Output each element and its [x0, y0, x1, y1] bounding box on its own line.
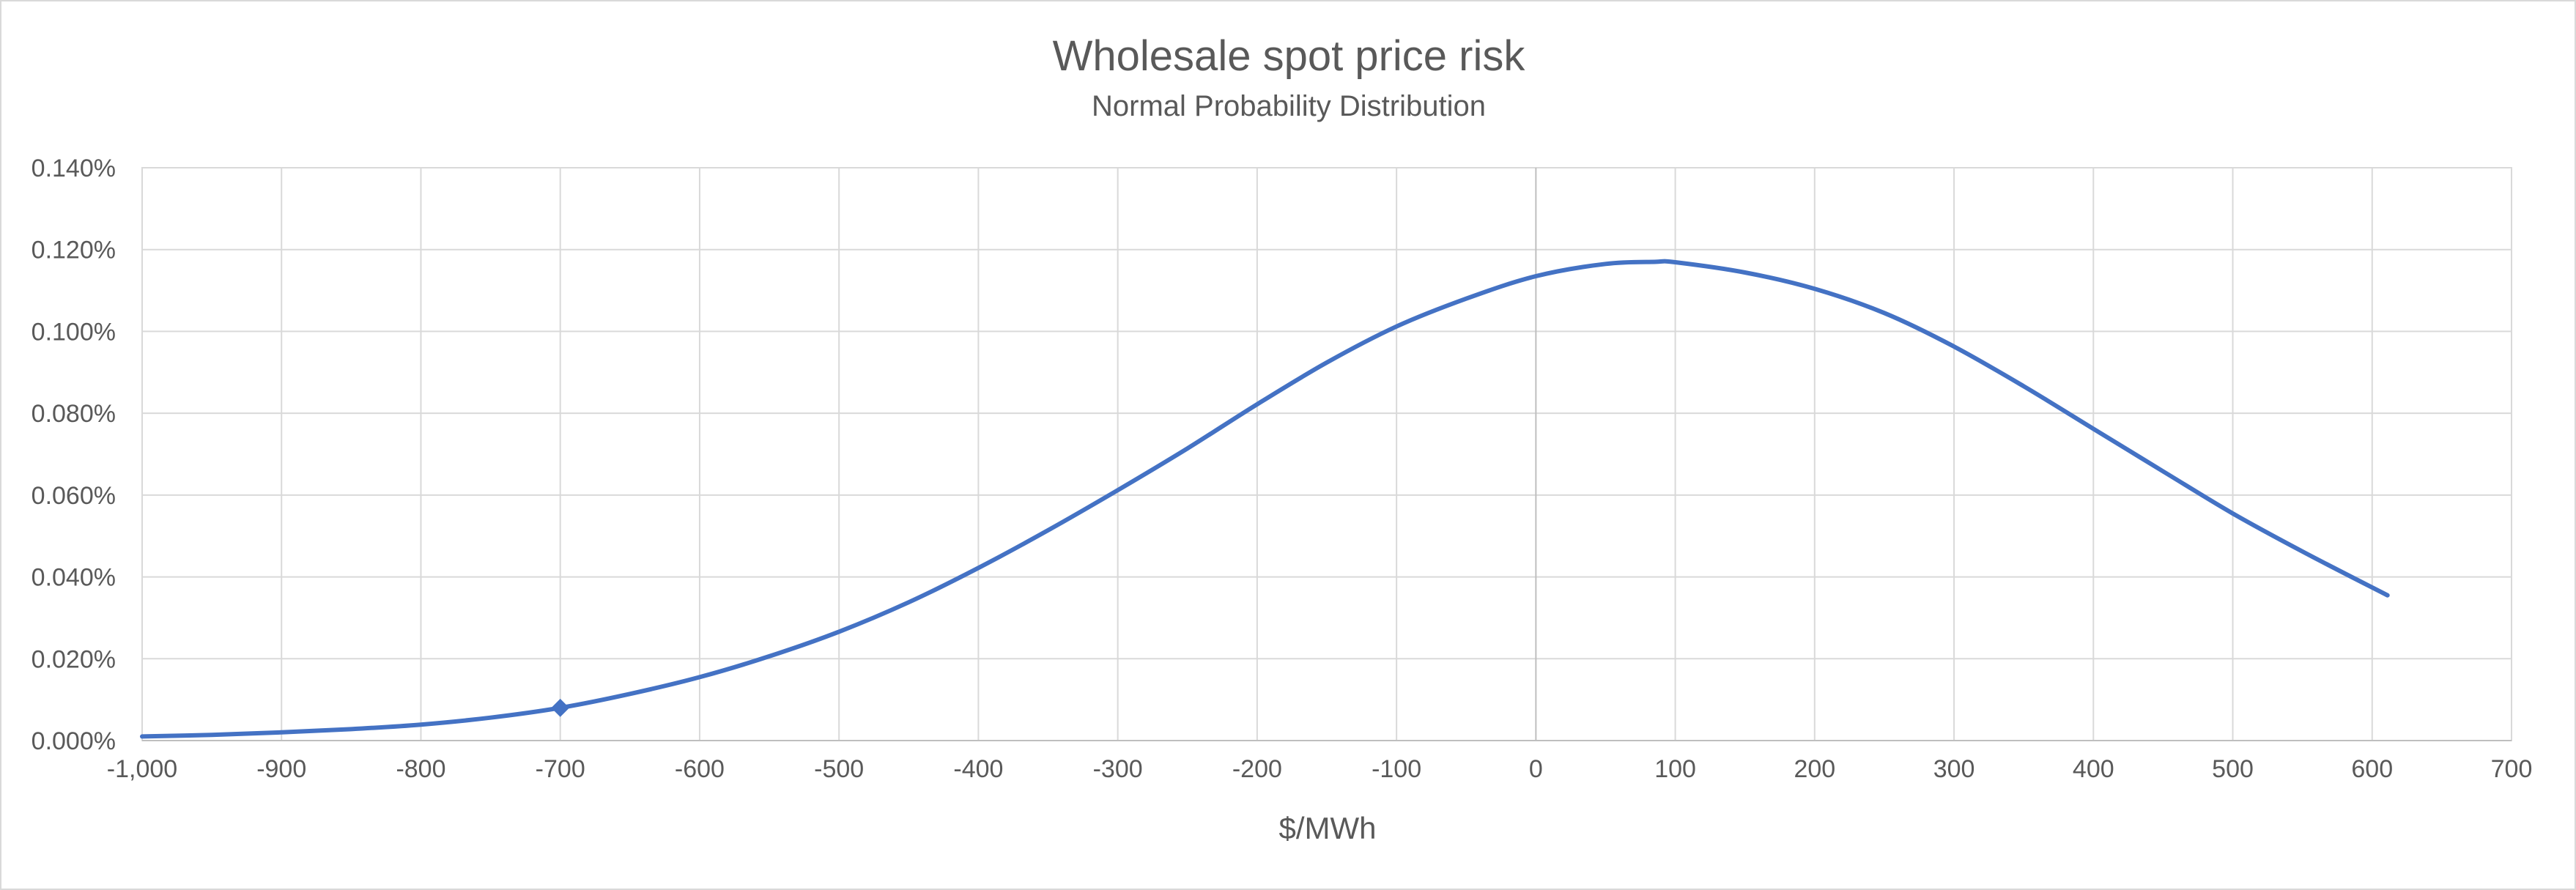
y-tick-label: 0.120% — [32, 237, 116, 264]
chart-title: Wholesale spot price risk — [1053, 32, 1526, 80]
chart-subtitle: Normal Probability Distribution — [1092, 90, 1486, 122]
tick-layer: 0.000% 0.020% 0.040% 0.060% 0.080% 0.100% 0.12… — [32, 155, 2533, 783]
x-tick-label: -600 — [675, 755, 725, 783]
y-tick-label: 0.000% — [32, 727, 116, 755]
x-tick-label: -900 — [256, 755, 306, 783]
x-tick-label: 300 — [1933, 755, 1975, 783]
x-tick-label: -400 — [953, 755, 1003, 783]
y-tick-label: 0.100% — [32, 318, 116, 346]
x-tick-label: -200 — [1232, 755, 1282, 783]
x-tick-label: 100 — [1654, 755, 1696, 783]
x-tick-label: 500 — [2212, 755, 2254, 783]
y-tick-label: 0.020% — [32, 645, 116, 673]
x-tick-label: -500 — [814, 755, 864, 783]
x-tick-label: 400 — [2073, 755, 2114, 783]
y-tick-label: 0.040% — [32, 564, 116, 592]
x-tick-label: -700 — [536, 755, 585, 783]
grid-layer — [141, 167, 2512, 741]
series-line — [140, 259, 2390, 739]
plot-area — [141, 167, 2512, 741]
x-tick-label: 0 — [1529, 755, 1543, 783]
data-point-marker — [551, 698, 570, 717]
y-tick-label: 0.140% — [32, 155, 116, 182]
x-tick-label: 600 — [2351, 755, 2393, 783]
x-tick-label: 200 — [1794, 755, 1835, 783]
series-layer — [140, 259, 2390, 739]
x-tick-label: 700 — [2491, 755, 2533, 783]
x-tick-label: -1,000 — [107, 755, 177, 783]
x-axis-title: $/MWh — [1278, 811, 1376, 845]
x-tick-label: -800 — [396, 755, 445, 783]
y-tick-label: 0.060% — [32, 482, 116, 510]
x-tick-label: -100 — [1372, 755, 1421, 783]
x-tick-label: -300 — [1093, 755, 1143, 783]
y-tick-label: 0.080% — [32, 400, 116, 428]
